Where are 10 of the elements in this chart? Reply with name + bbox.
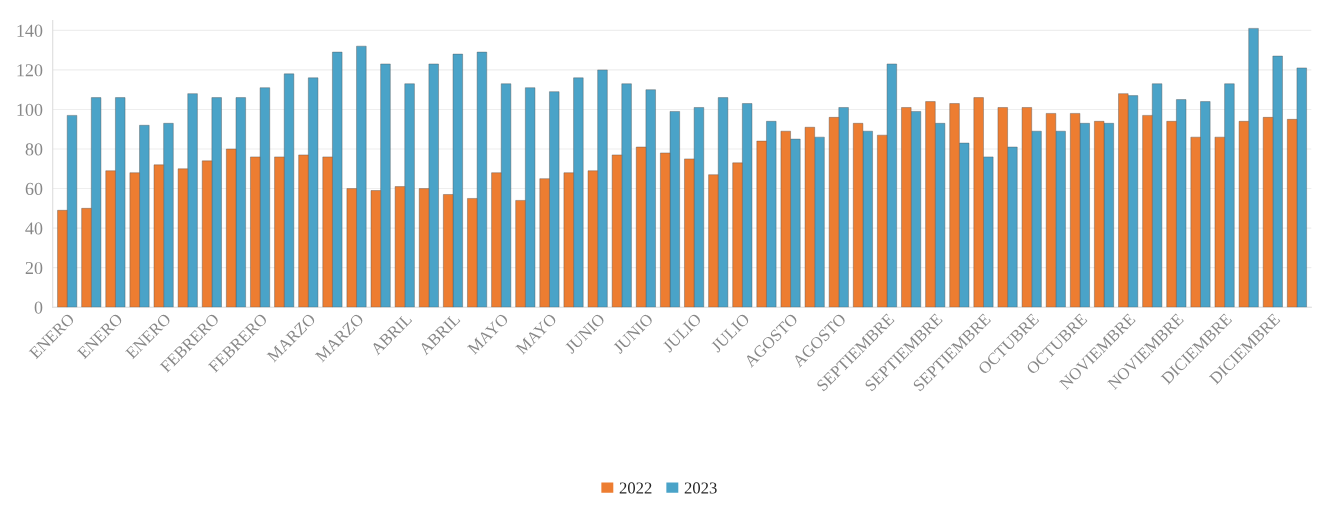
- y-tick-label: 140: [17, 24, 43, 37]
- y-tick-label: 20: [25, 261, 43, 275]
- y-tick-label: 60: [25, 182, 43, 195]
- legend-label: 2023: [684, 482, 717, 494]
- y-tick-label: 120: [17, 64, 43, 77]
- legend-label: 2022: [619, 482, 652, 494]
- y-tick-label: 0: [34, 301, 43, 314]
- y-tick-label: 80: [25, 143, 43, 156]
- y-tick-label: 40: [25, 222, 43, 235]
- y-tick-label: 100: [17, 103, 43, 116]
